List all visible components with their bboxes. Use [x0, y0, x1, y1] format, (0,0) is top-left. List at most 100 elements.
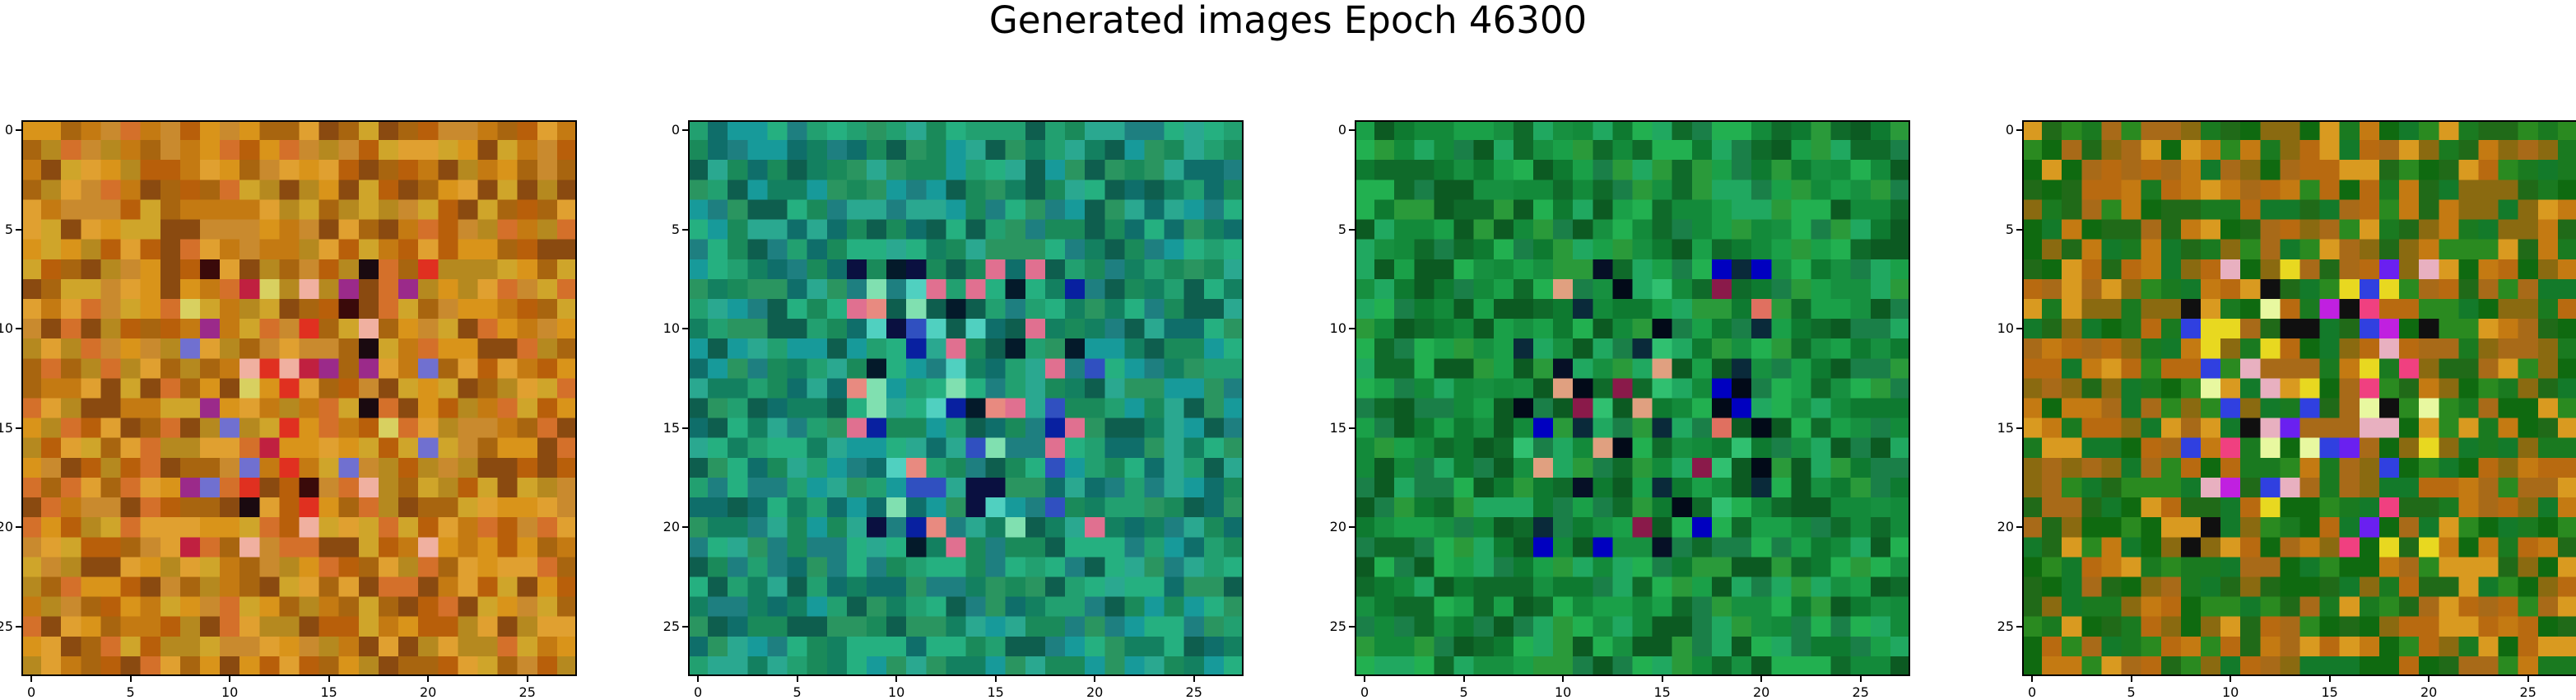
- x-tick-label: 15: [1653, 684, 1671, 700]
- x-tick-mark: [2428, 676, 2430, 682]
- y-tick-label: 20: [1329, 519, 1346, 535]
- x-tick-mark: [1562, 676, 1565, 682]
- y-tick-label: 25: [0, 618, 13, 634]
- x-tick-label: 20: [1086, 684, 1104, 700]
- y-tick-label: 20: [0, 519, 13, 535]
- x-tick-mark: [994, 676, 997, 682]
- y-tick-label: 25: [1997, 618, 2014, 634]
- y-tick-label: 15: [1997, 419, 2014, 436]
- y-tick-mark: [1349, 328, 1355, 330]
- x-tick-mark: [30, 676, 33, 682]
- y-tick-mark: [682, 526, 688, 529]
- y-tick-mark: [2016, 328, 2022, 330]
- x-tick-mark: [129, 676, 132, 682]
- x-tick-label: 15: [320, 684, 337, 700]
- pixel-grid-1: [21, 120, 577, 676]
- pixel-grid-3: [1355, 120, 1910, 676]
- y-tick-mark: [2016, 427, 2022, 429]
- y-tick-mark: [682, 427, 688, 429]
- x-tick-mark: [328, 676, 330, 682]
- pixel-grid-2: [688, 120, 1244, 676]
- y-tick-label: 20: [1997, 519, 2014, 535]
- x-tick-label: 20: [420, 684, 437, 700]
- y-tick-label: 0: [2005, 122, 2014, 138]
- x-tick-mark: [526, 676, 528, 682]
- y-tick-label: 10: [1997, 320, 2014, 337]
- x-tick-label: 25: [1185, 684, 1202, 700]
- y-tick-label: 10: [0, 320, 13, 337]
- x-tick-mark: [2230, 676, 2232, 682]
- y-tick-label: 5: [2005, 221, 2014, 237]
- y-tick-label: 5: [671, 221, 680, 237]
- y-tick-label: 10: [1329, 320, 1346, 337]
- y-tick-mark: [2016, 625, 2022, 628]
- y-tick-label: 5: [4, 221, 13, 237]
- y-tick-mark: [2016, 228, 2022, 231]
- x-tick-mark: [2527, 676, 2529, 682]
- x-tick-label: 15: [987, 684, 1004, 700]
- x-tick-mark: [1661, 676, 1663, 682]
- x-tick-mark: [1760, 676, 1763, 682]
- x-tick-label: 25: [518, 684, 536, 700]
- x-tick-mark: [895, 676, 898, 682]
- y-tick-mark: [682, 129, 688, 132]
- y-tick-label: 5: [1337, 221, 1346, 237]
- x-tick-label: 25: [2519, 684, 2536, 700]
- y-tick-mark: [16, 625, 21, 628]
- x-tick-mark: [697, 676, 700, 682]
- y-tick-mark: [2016, 526, 2022, 529]
- y-tick-label: 15: [663, 419, 680, 436]
- y-tick-mark: [1349, 526, 1355, 529]
- x-tick-mark: [796, 676, 798, 682]
- x-tick-label: 20: [2420, 684, 2438, 700]
- x-tick-label: 15: [2321, 684, 2338, 700]
- x-tick-mark: [1364, 676, 1366, 682]
- y-tick-label: 25: [663, 618, 680, 634]
- x-tick-label: 10: [1554, 684, 1572, 700]
- image-panel-4: 0 5 10 15 20 25 0 5 10 15 20 25: [1997, 120, 2576, 699]
- x-tick-label: 0: [693, 684, 703, 700]
- y-tick-mark: [16, 129, 21, 132]
- y-tick-mark: [682, 228, 688, 231]
- y-tick-mark: [1349, 625, 1355, 628]
- x-tick-mark: [229, 676, 231, 682]
- x-tick-label: 5: [793, 684, 802, 700]
- image-panel-1: 0 5 10 15 20 25 0 5 10 15 20 25: [0, 120, 577, 699]
- image-panel-2: 0 5 10 15 20 25 0 5 10 15 20 25: [663, 120, 1244, 699]
- y-tick-mark: [2016, 129, 2022, 132]
- y-tick-label: 0: [4, 122, 13, 138]
- y-tick-mark: [682, 625, 688, 628]
- x-tick-label: 10: [221, 684, 239, 700]
- y-tick-label: 0: [1337, 122, 1346, 138]
- x-tick-mark: [1193, 676, 1195, 682]
- x-tick-label: 0: [1360, 684, 1369, 700]
- x-tick-mark: [1094, 676, 1096, 682]
- y-tick-mark: [16, 526, 21, 529]
- pixel-grid-4: [2022, 120, 2576, 676]
- x-tick-mark: [2328, 676, 2331, 682]
- y-tick-mark: [1349, 228, 1355, 231]
- x-tick-mark: [2031, 676, 2034, 682]
- y-tick-mark: [16, 228, 21, 231]
- y-tick-label: 10: [663, 320, 680, 337]
- x-tick-label: 0: [26, 684, 36, 700]
- y-tick-mark: [16, 427, 21, 429]
- y-tick-label: 15: [0, 419, 13, 436]
- x-tick-mark: [2130, 676, 2132, 682]
- y-tick-label: 25: [1329, 618, 1346, 634]
- y-tick-label: 20: [663, 519, 680, 535]
- y-tick-mark: [682, 328, 688, 330]
- image-panel-3: 0 5 10 15 20 25 0 5 10 15 20 25: [1330, 120, 1910, 699]
- x-tick-mark: [427, 676, 430, 682]
- y-tick-mark: [16, 328, 21, 330]
- x-tick-label: 5: [126, 684, 135, 700]
- x-tick-label: 25: [1852, 684, 1869, 700]
- y-tick-mark: [1349, 427, 1355, 429]
- x-tick-label: 5: [1459, 684, 1468, 700]
- x-tick-mark: [1859, 676, 1862, 682]
- x-tick-label: 5: [2127, 684, 2136, 700]
- figure-title: Generated images Epoch 46300: [988, 0, 1588, 42]
- x-tick-label: 10: [2221, 684, 2239, 700]
- y-tick-label: 0: [671, 122, 680, 138]
- x-tick-label: 10: [887, 684, 905, 700]
